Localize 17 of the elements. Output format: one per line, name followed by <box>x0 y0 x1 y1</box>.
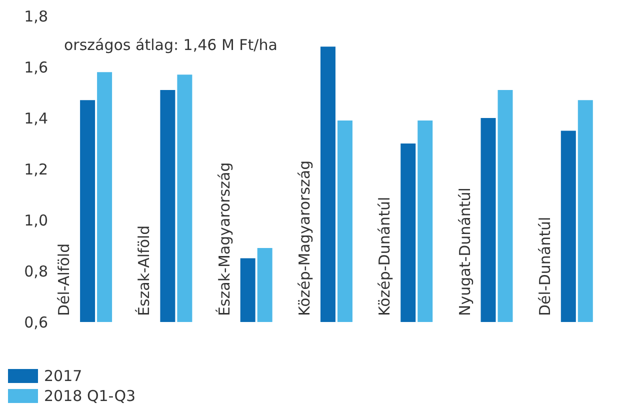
x-tick-label: Észak-Alföld <box>135 225 154 316</box>
y-tick-label: 1,8 <box>24 7 48 26</box>
x-tick-label: Nyugat-Dunántúl <box>456 188 474 316</box>
y-tick-label: 1,2 <box>24 160 48 178</box>
x-tick-label: Közép-Magyarország <box>296 160 314 316</box>
legend-label: 2018 Q1-Q3 <box>44 387 136 405</box>
y-tick-label: 0,8 <box>24 262 48 280</box>
y-tick-label: 0,6 <box>24 313 48 332</box>
annotation: országos átlag: 1,46 M Ft/ha <box>64 36 278 54</box>
y-tick-label: 1,0 <box>24 211 48 230</box>
x-tick-label: Dél-Alföld <box>55 243 74 316</box>
legend-label: 2017 <box>44 367 82 385</box>
x-tick-label: Észak-Magyarország <box>215 162 234 316</box>
x-tick-label: Dél-Dunántúl <box>536 216 554 316</box>
x-tick-label: Közép-Dunántúl <box>376 196 394 316</box>
y-tick-label: 1,4 <box>24 109 48 128</box>
y-tick-label: 1,6 <box>24 58 48 76</box>
